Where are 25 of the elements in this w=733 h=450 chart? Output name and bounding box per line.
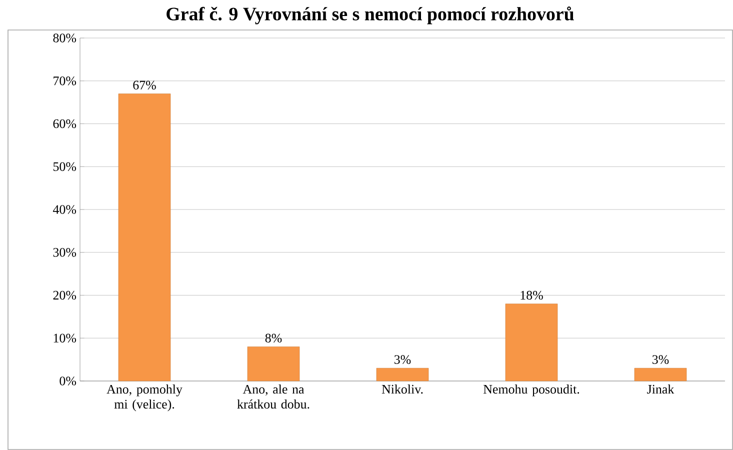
y-tick-label: 40% xyxy=(52,205,76,214)
x-tick-label: Jinak xyxy=(647,384,674,394)
data-label: 8% xyxy=(265,334,282,342)
bar xyxy=(376,368,429,382)
bar xyxy=(118,94,171,382)
y-tick-label: 60% xyxy=(53,119,76,128)
x-tick-label: Nikoliv. xyxy=(382,384,423,394)
data-label: 67% xyxy=(133,80,156,90)
data-label: 3% xyxy=(394,355,411,364)
x-tick-label: Ano, ale na krátkou dobu. xyxy=(237,384,310,409)
bar xyxy=(247,346,300,382)
y-tick-label: 30% xyxy=(53,248,76,257)
y-tick-label: 10% xyxy=(54,334,76,343)
data-label: 3% xyxy=(652,355,669,364)
y-tick-label: 20% xyxy=(53,290,76,300)
y-tick-label: 0% xyxy=(60,376,76,386)
x-tick-label: Ano, pomohly mi (velice). xyxy=(106,384,182,412)
bar xyxy=(505,304,558,382)
y-tick-label: 50% xyxy=(53,162,76,172)
data-label: 18% xyxy=(520,290,543,300)
y-tick-label: 80% xyxy=(53,34,76,42)
bar xyxy=(634,368,687,382)
y-tick-label: 70% xyxy=(54,76,76,86)
chart-title: Graf č. 9 Vyrovnání se s nemocí pomocí rozhovorů xyxy=(166,6,574,24)
x-tick-label: Nemohu posoudit. xyxy=(483,384,580,396)
